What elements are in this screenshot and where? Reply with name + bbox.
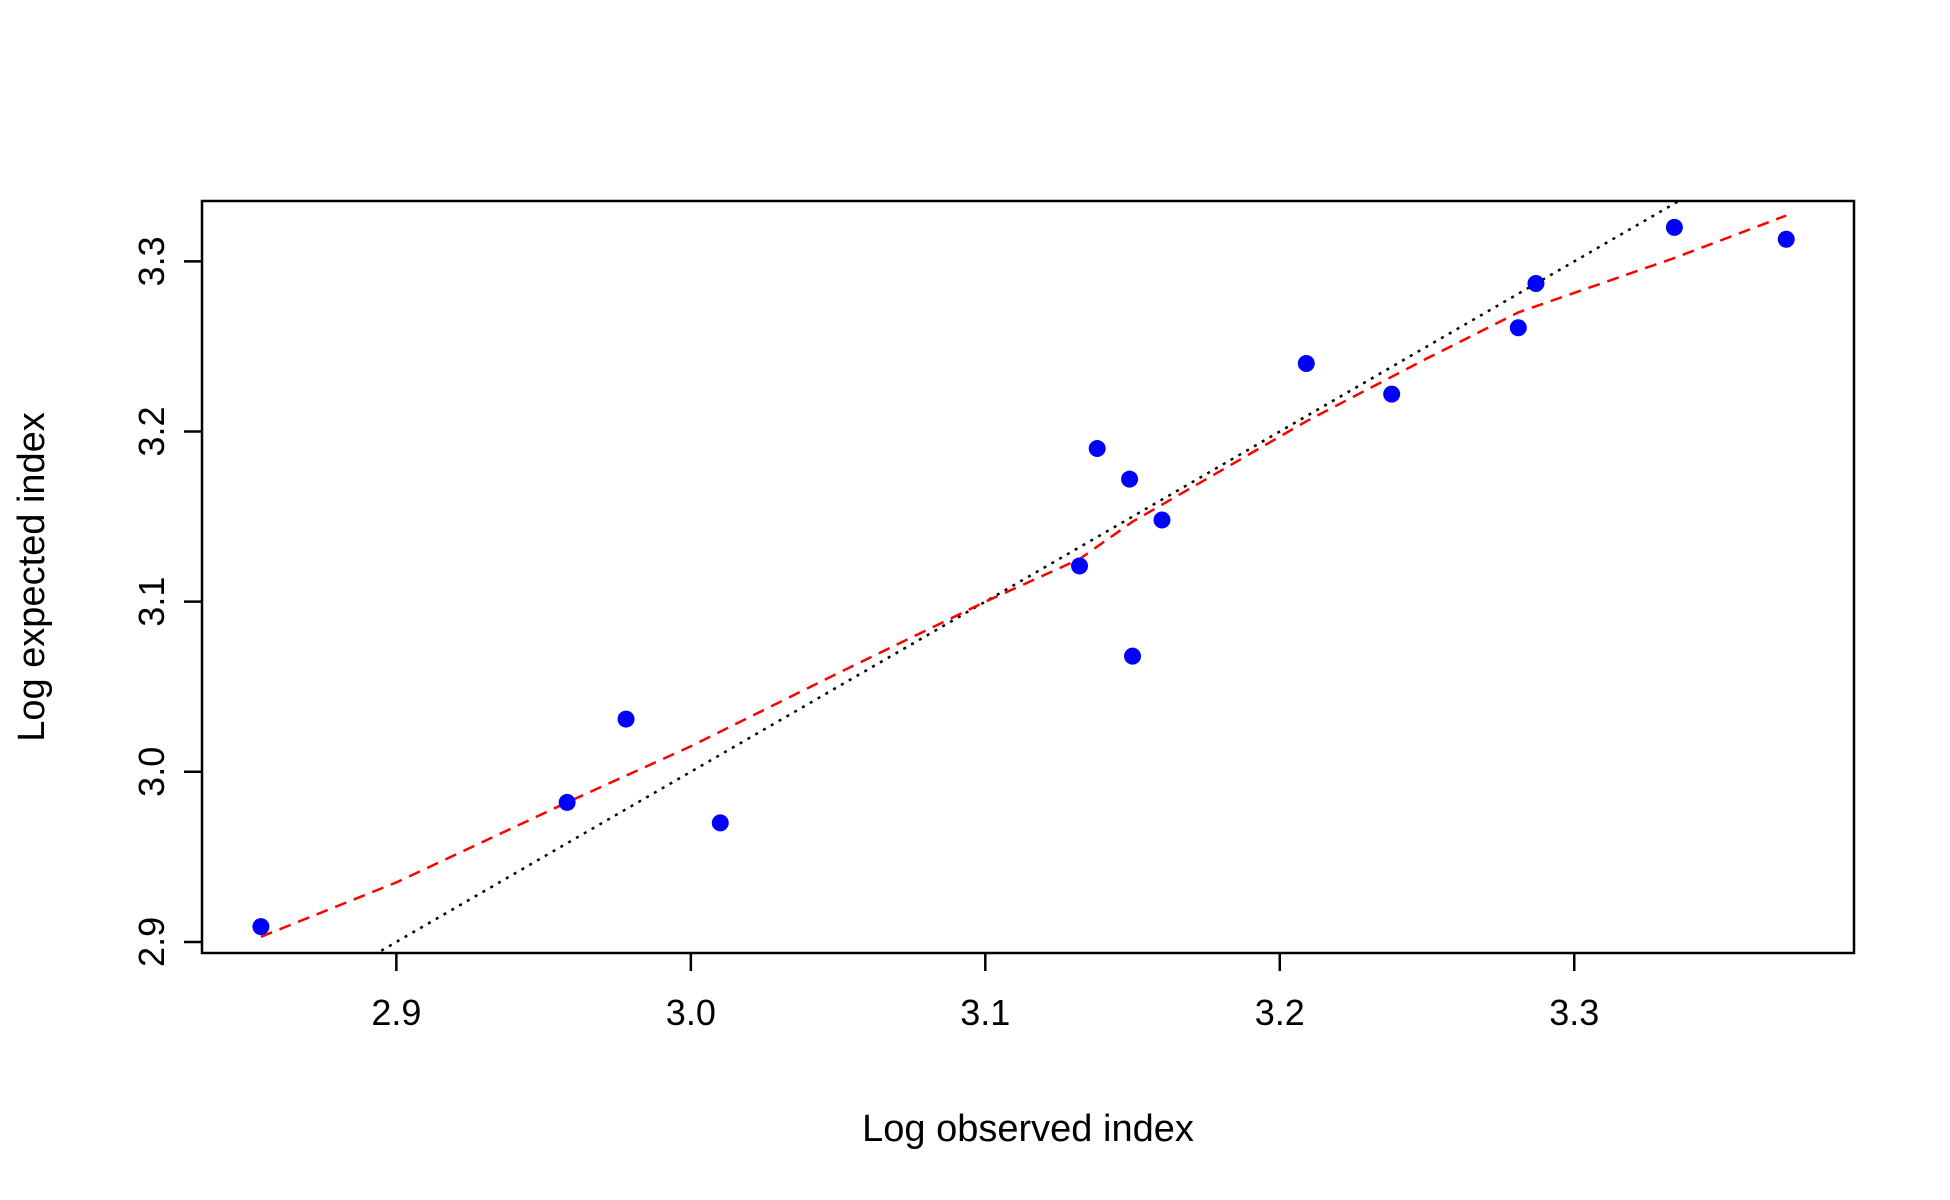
data-point <box>558 793 576 811</box>
y-tick-label: 2.9 <box>131 917 172 967</box>
data-point <box>1777 230 1795 248</box>
data-point <box>1383 385 1401 403</box>
data-point <box>1088 440 1106 458</box>
data-point <box>617 710 635 728</box>
data-point <box>1153 511 1171 529</box>
y-axis-title: Log expected index <box>11 412 53 742</box>
smoothed-trend-line <box>260 214 1787 938</box>
y-tick-label: 3.1 <box>131 577 172 627</box>
x-tick-label: 3.2 <box>1255 992 1305 1033</box>
y-tick-label: 3.3 <box>131 236 172 286</box>
x-tick-label: 2.9 <box>371 992 421 1033</box>
x-tick-label: 3.0 <box>666 992 716 1033</box>
data-point <box>711 814 729 832</box>
identity-line <box>374 201 1680 953</box>
data-point <box>1071 557 1089 575</box>
x-axis-title: Log observed index <box>862 1108 1194 1150</box>
data-point <box>1509 319 1527 337</box>
data-point <box>1121 470 1139 488</box>
data-point <box>1527 275 1545 293</box>
data-point <box>252 918 270 936</box>
data-point <box>1665 218 1683 236</box>
plot-frame <box>200 199 1856 955</box>
y-tick-label: 3.0 <box>131 747 172 797</box>
y-tick-label: 3.2 <box>131 407 172 457</box>
x-tick-label: 3.3 <box>1549 992 1599 1033</box>
data-point <box>1297 354 1315 372</box>
data-point <box>1124 647 1142 665</box>
x-tick-label: 3.1 <box>960 992 1010 1033</box>
